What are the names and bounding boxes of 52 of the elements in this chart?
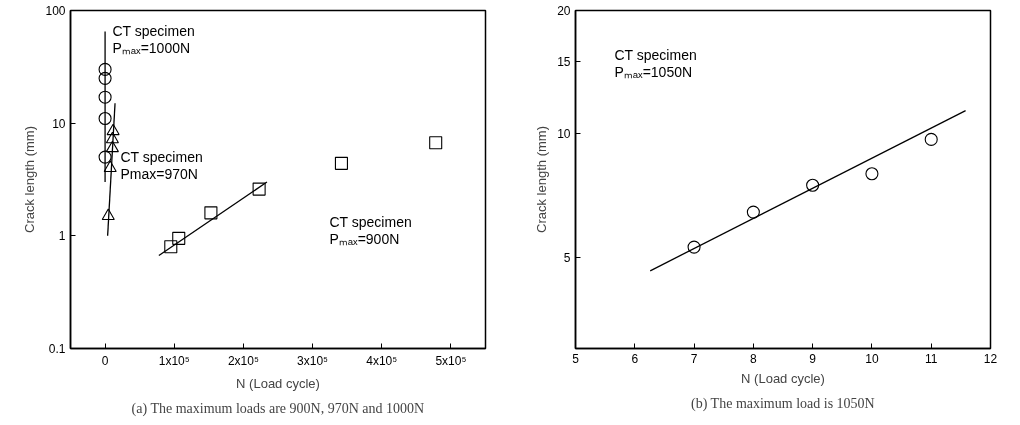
y-tick-label: 10 <box>557 127 571 142</box>
point <box>924 132 938 146</box>
x-axis-title: N (Load cycle) <box>741 370 825 386</box>
point <box>103 160 117 173</box>
point <box>98 150 112 164</box>
x-tick-label: 5x10⁵ <box>435 353 467 368</box>
x-tick-label: 3x10⁵ <box>297 353 329 368</box>
x-tick-label: 12 <box>983 351 998 366</box>
point <box>105 131 119 144</box>
text: (a) The maximum loads are 900N, 970N and 1000N <box>131 400 425 417</box>
point <box>252 182 266 196</box>
annotation: CT specimen Pₘₐₓ=900N <box>329 213 412 248</box>
x-tick-label: 1x10⁵ <box>158 353 190 368</box>
point <box>687 240 701 254</box>
y-tick-label: 15 <box>557 55 571 70</box>
x-tick-label: 7 <box>690 351 698 366</box>
x-tick-label: 4x10⁵ <box>366 353 398 368</box>
point <box>98 111 112 126</box>
x-axis-title: N (Load cycle) <box>236 375 320 391</box>
y-tick-label: 20 <box>557 4 571 18</box>
x-tick-label: 0 <box>101 353 109 368</box>
y-tick-label: 100 <box>45 4 66 18</box>
y-tick-label: 10 <box>52 116 66 131</box>
y-axis-title: Crack length (mm) <box>22 126 38 233</box>
y-tick-label: 0.1 <box>48 342 66 356</box>
point <box>98 62 112 76</box>
point <box>865 167 879 181</box>
y-axis-title: Crack length (mm) <box>534 126 550 233</box>
point <box>105 140 119 153</box>
point <box>429 136 443 150</box>
point <box>98 71 112 85</box>
point <box>746 205 760 219</box>
x-tick-label: 8 <box>750 351 758 366</box>
x-tick-label: 2x10⁵ <box>227 353 259 368</box>
annotation: CT specimen Pₘₐₓ=1050N <box>614 46 697 81</box>
x-tick-label: 10 <box>865 351 879 366</box>
x-tick-label: 11 <box>924 351 938 366</box>
y-tick-label: 5 <box>563 250 571 265</box>
point <box>98 90 112 104</box>
point <box>106 123 120 136</box>
point <box>172 231 186 245</box>
point <box>806 178 820 192</box>
annotation: CT specimen Pmax=970N <box>120 148 203 183</box>
point <box>101 208 115 221</box>
y-tick-label: 1 <box>58 229 66 244</box>
annotation: CT specimen Pₘₐₓ=1000N <box>112 22 195 57</box>
point <box>204 206 218 220</box>
x-tick-label: 9 <box>809 351 817 366</box>
point <box>334 156 348 170</box>
text: (b) The maximum load is 1050N <box>691 395 875 412</box>
point <box>164 240 178 254</box>
x-tick-label: 6 <box>631 351 639 366</box>
